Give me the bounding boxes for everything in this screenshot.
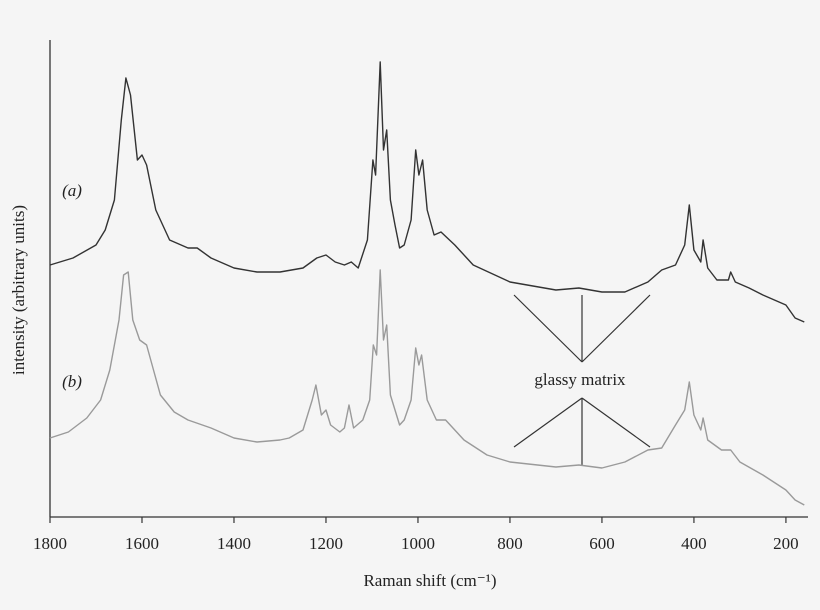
x-tick-label: 1600	[125, 534, 159, 553]
x-tick-label: 800	[497, 534, 523, 553]
spectrum-line	[49, 269, 805, 506]
pointer	[513, 397, 583, 448]
x-tick-label: 1000	[401, 534, 435, 553]
pointer	[581, 294, 651, 363]
pointer	[513, 294, 583, 363]
x-tick-label: 600	[589, 534, 615, 553]
series-label: (a)	[62, 181, 82, 200]
x-tick-label: 1400	[217, 534, 251, 553]
annotation-pointers	[513, 294, 651, 466]
x-axis-label: Raman shift (cm⁻¹)	[363, 571, 496, 590]
pointer	[581, 397, 651, 448]
x-tick-label: 1200	[309, 534, 343, 553]
spectrum-line	[49, 61, 805, 323]
series-label: (b)	[62, 372, 82, 391]
x-tick-label: 1800	[33, 534, 67, 553]
annotation: glassy matrix	[534, 370, 626, 389]
x-tick-label: 400	[681, 534, 707, 553]
y-axis-label: intensity (arbitrary units)	[9, 205, 28, 375]
x-tick-label: 200	[773, 534, 799, 553]
